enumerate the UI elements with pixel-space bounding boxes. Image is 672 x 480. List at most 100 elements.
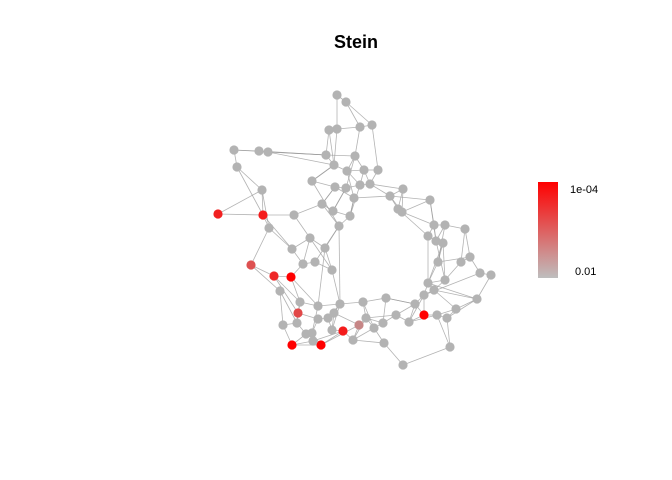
network-edge (312, 330, 344, 342)
network-edge (433, 289, 457, 310)
network-node (385, 191, 395, 201)
legend-bottom-label: 0.01 (575, 266, 596, 278)
network-edge (268, 227, 293, 250)
network-node (327, 325, 337, 335)
network-edge (309, 237, 333, 271)
network-node-highlighted (269, 271, 279, 281)
network-node (254, 146, 264, 156)
network-node-highlighted (354, 320, 364, 330)
network-node (445, 342, 455, 352)
network-node (308, 336, 318, 346)
network-node (341, 183, 351, 193)
network-node (433, 257, 443, 267)
network-node (425, 195, 435, 205)
network-edge (464, 228, 471, 258)
network-node (451, 304, 461, 314)
network-node (465, 252, 475, 262)
network-node-highlighted (316, 340, 326, 350)
network-edge (346, 170, 355, 199)
network-node (355, 180, 365, 190)
network-node (391, 310, 401, 320)
network-edge (333, 128, 338, 166)
network-edge (433, 289, 478, 300)
network-edge (436, 314, 451, 348)
network-node-highlighted (287, 340, 297, 350)
network-node (419, 290, 429, 300)
network-node (404, 317, 414, 327)
network-node (438, 238, 448, 248)
network-node (423, 231, 433, 241)
network-node (310, 257, 320, 267)
network-node (379, 338, 389, 348)
network-node (292, 318, 302, 328)
network-node (298, 259, 308, 269)
network-edge (261, 189, 270, 229)
network-node (429, 220, 439, 230)
network-node (365, 179, 375, 189)
network-node (472, 294, 482, 304)
network-node (328, 206, 338, 216)
network-edge (325, 154, 356, 157)
network-node (313, 314, 323, 324)
network-edge (236, 166, 263, 191)
network-node (332, 90, 342, 100)
network-node (305, 233, 315, 243)
network-edge (446, 317, 451, 348)
network-node (358, 297, 368, 307)
network-node-highlighted (213, 209, 223, 219)
network-node-highlighted (338, 326, 348, 336)
network-node (332, 124, 342, 134)
network-edge (273, 275, 301, 303)
network-node (361, 313, 371, 323)
network-edge (401, 211, 435, 226)
network-node (381, 293, 391, 303)
network-node (327, 265, 337, 275)
network-node (367, 120, 377, 130)
network-edge (385, 297, 416, 305)
network-node (432, 310, 442, 320)
network-node (335, 299, 345, 309)
network-node (456, 257, 466, 267)
network-edge (442, 242, 446, 281)
network-edge (365, 314, 397, 319)
network-node (295, 297, 305, 307)
network-edge (321, 203, 340, 227)
network-edge (401, 199, 431, 213)
network-nodes (213, 90, 496, 370)
network-edge (369, 183, 404, 190)
network-node (330, 182, 340, 192)
network-edge (267, 151, 335, 166)
network-edge (320, 324, 360, 346)
color-legend: 1e-04 0.01 (538, 182, 598, 278)
network-node (429, 285, 439, 295)
network-node (359, 165, 369, 175)
network-edge (402, 346, 451, 366)
network-node (423, 278, 433, 288)
network-edge (389, 195, 431, 201)
network-edge (236, 166, 264, 216)
network-node (373, 165, 383, 175)
network-edge (371, 124, 379, 171)
network-edge (338, 225, 341, 305)
network-node (369, 323, 379, 333)
network-edge (217, 213, 264, 216)
network-edge (446, 298, 478, 319)
network-node-highlighted (286, 272, 296, 282)
network-node (307, 328, 317, 338)
network-node-highlighted (246, 260, 256, 270)
network-node (345, 211, 355, 221)
network-node (350, 151, 360, 161)
network-node (289, 210, 299, 220)
network-node (307, 176, 317, 186)
network-node (486, 270, 496, 280)
network-node (278, 320, 288, 330)
network-node (317, 199, 327, 209)
network-edge (279, 290, 284, 326)
network-node (264, 223, 274, 233)
network-node (275, 286, 285, 296)
legend-top-label: 1e-04 (570, 184, 598, 196)
network-node (329, 160, 339, 170)
network-node (334, 221, 344, 231)
network-edge (250, 264, 281, 292)
